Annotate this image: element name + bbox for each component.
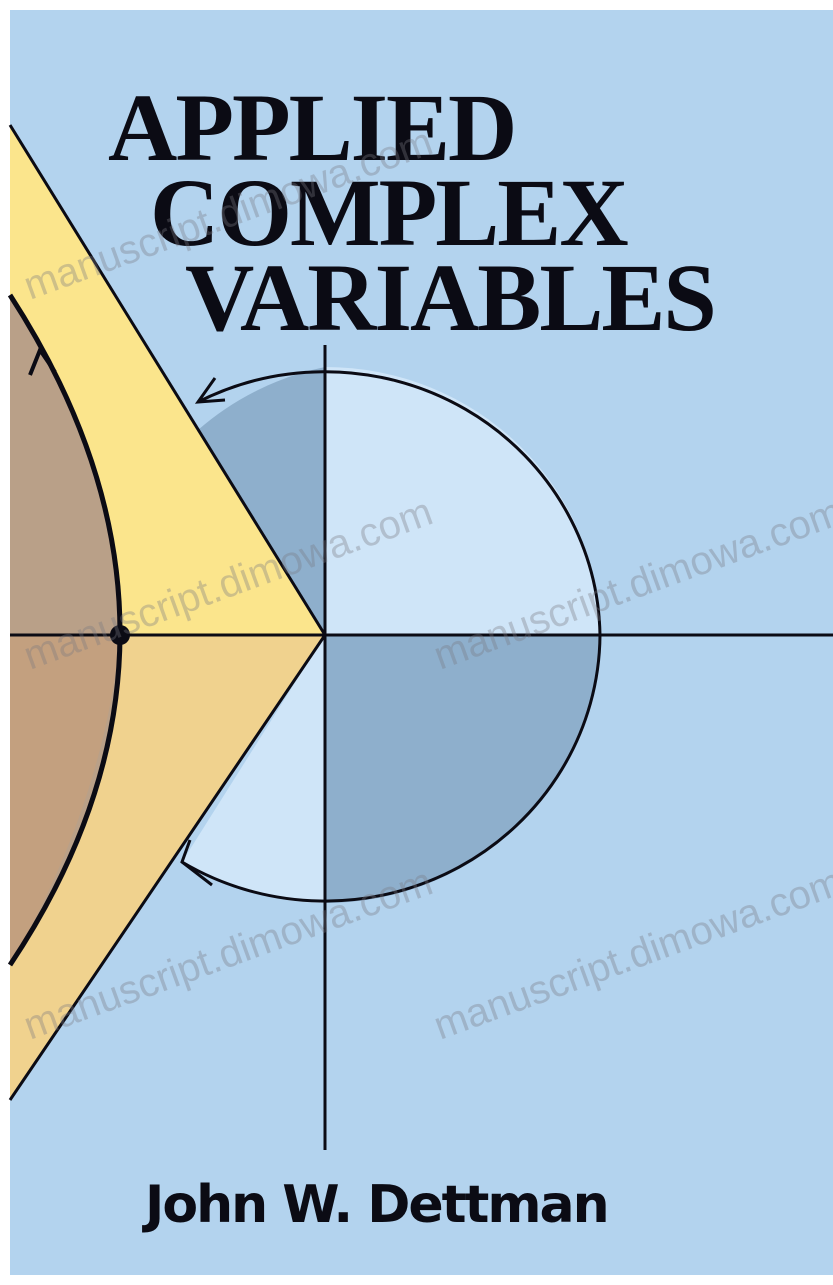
title-line: VARIABLES [185, 244, 715, 351]
author: John W. Dettman [142, 1175, 608, 1235]
book-cover: APPLIED COMPLEX VARIABLES John W. Dettma… [0, 0, 833, 1285]
